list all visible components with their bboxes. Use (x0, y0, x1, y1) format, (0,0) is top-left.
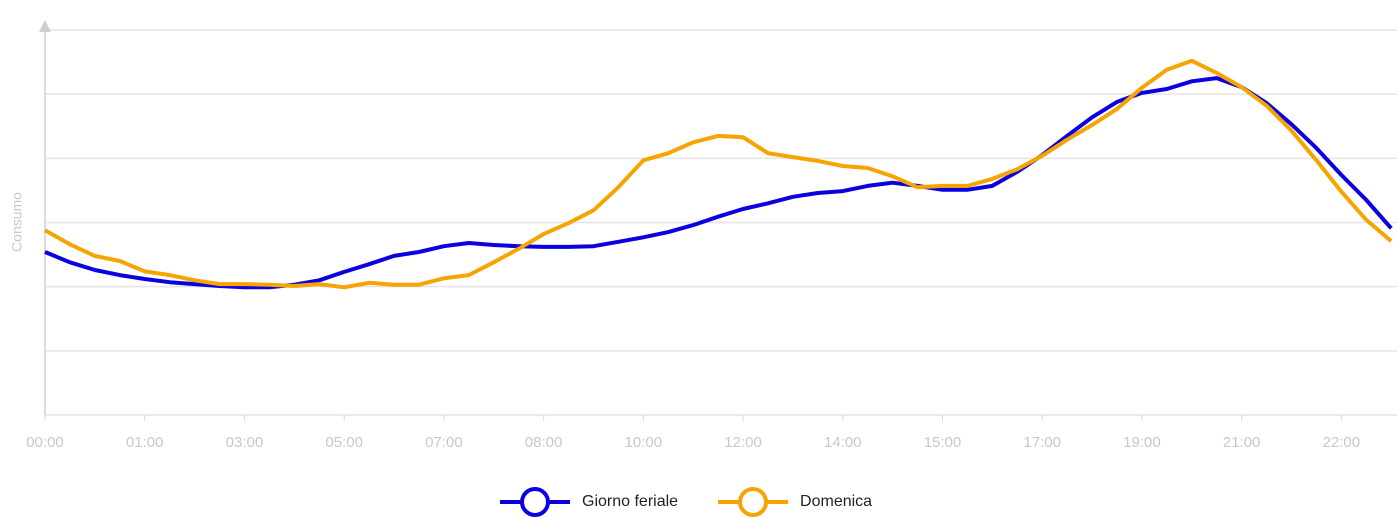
x-tick-label: 22:00 (1323, 434, 1361, 451)
y-axis-arrow (39, 20, 51, 32)
x-tick-label: 01:00 (126, 434, 164, 451)
x-tick-label: 21:00 (1223, 434, 1261, 451)
x-tick-label: 07:00 (425, 434, 463, 451)
x-tick-label: 19:00 (1123, 434, 1161, 451)
x-tick-label: 00:00 (26, 434, 64, 451)
series-line (44, 58, 1393, 290)
x-tick-label: 15:00 (924, 434, 962, 451)
x-tick-label: 08:00 (525, 434, 563, 451)
series-line (44, 76, 1393, 290)
legend-label: Domenica (800, 493, 872, 510)
x-tick-label: 05:00 (325, 434, 363, 451)
y-axis-label: Consumo (9, 192, 25, 252)
legend-marker (738, 487, 769, 517)
x-tick-label: 14:00 (824, 434, 862, 451)
legend-marker (520, 487, 550, 517)
x-tick-label: 10:00 (625, 434, 663, 451)
x-tick-label: 03:00 (226, 434, 264, 451)
x-tick-label: 12:00 (724, 434, 762, 451)
x-tick-label: 17:00 (1023, 434, 1061, 451)
legend-label: Giorno feriale (582, 493, 678, 510)
